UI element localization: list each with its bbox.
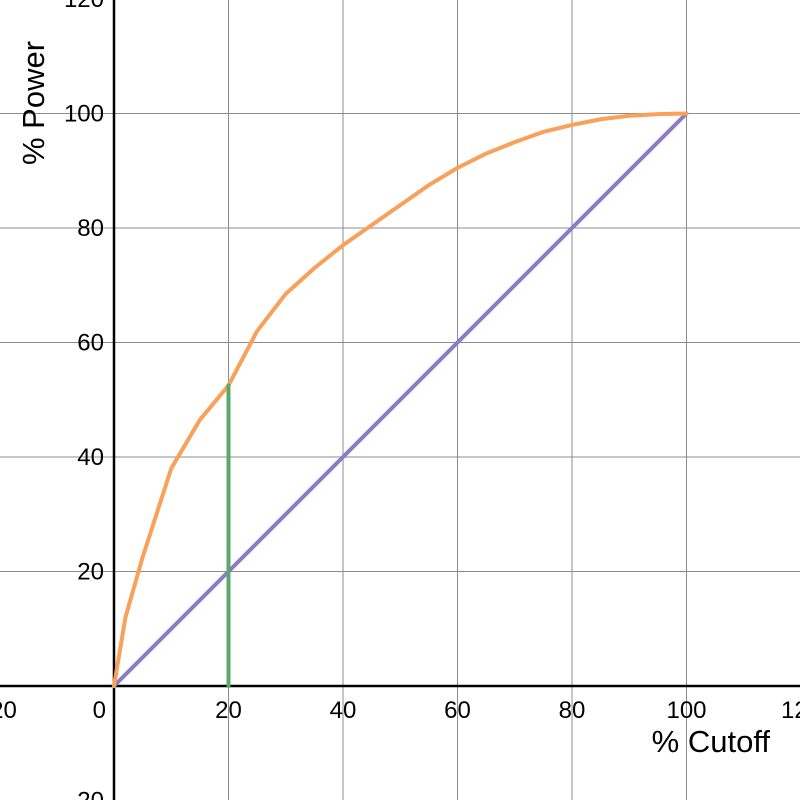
y-tick-label: 100 <box>64 101 104 128</box>
x-tick-label: 20 <box>215 697 242 724</box>
x-axis-label: % Cutoff <box>652 724 771 759</box>
y-tick-label: -20 <box>69 788 104 800</box>
y-tick-label: 40 <box>77 444 104 471</box>
x-tick-label: 60 <box>444 697 471 724</box>
y-tick-label: 120 <box>64 0 104 13</box>
y-tick-label: 20 <box>77 559 104 586</box>
x-tick-label: 40 <box>330 697 357 724</box>
x-tick-label: 80 <box>559 697 586 724</box>
y-tick-label: 60 <box>77 330 104 357</box>
x-tick-label: 120 <box>781 697 800 724</box>
x-tick-label: -20 <box>0 697 17 724</box>
data-series <box>112 111 689 688</box>
y-tick-label: 80 <box>77 215 104 242</box>
x-tick-label: 0 <box>93 697 106 724</box>
y-axis-label: % Power <box>16 41 51 165</box>
x-tick-label: 100 <box>666 697 706 724</box>
series-line <box>112 111 689 688</box>
series-line <box>112 111 689 688</box>
